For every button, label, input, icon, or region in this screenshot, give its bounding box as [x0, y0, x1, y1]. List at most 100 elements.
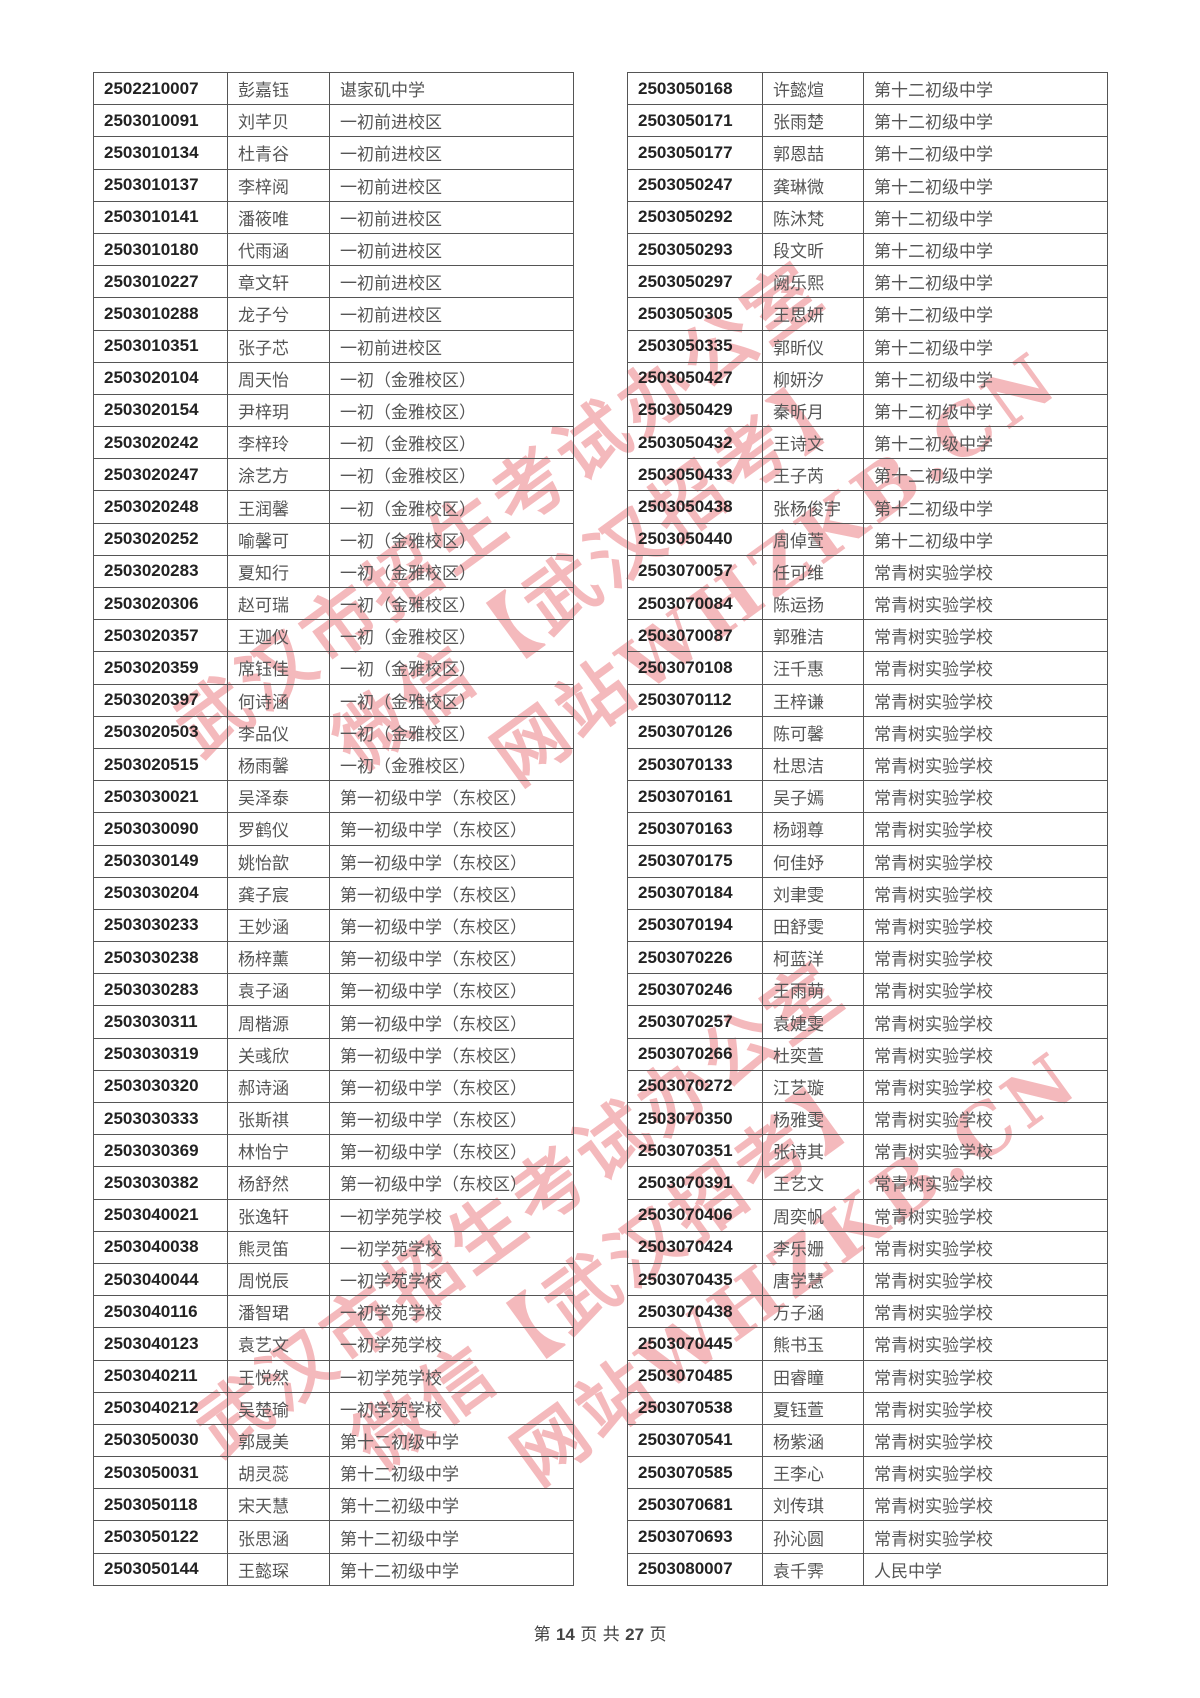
school-cell: 第一初级中学（东校区）: [329, 1166, 574, 1200]
student-name-cell: 王妙涵: [227, 908, 330, 943]
exam-number-cell: 2503030369: [93, 1134, 228, 1168]
student-name-cell: 尹梓玥: [227, 393, 330, 428]
exam-number-cell: 2503050427: [627, 361, 763, 395]
exam-number-cell: 2503050438: [627, 490, 763, 524]
student-name-cell: 张斯祺: [227, 1101, 330, 1136]
exam-number-cell: 2503030090: [93, 812, 228, 846]
student-name-cell: 孙沁圆: [762, 1520, 864, 1554]
school-cell: 一初学苑学校: [329, 1359, 574, 1393]
school-cell: 一初学苑学校: [329, 1198, 574, 1232]
school-cell: 一初前进校区: [329, 104, 574, 138]
school-cell: 一初（金雅校区）: [329, 393, 574, 428]
school-cell: 一初（金雅校区）: [329, 586, 574, 621]
student-name-cell: 龚子宸: [227, 876, 330, 910]
student-name-cell: 龚琳微: [762, 168, 864, 202]
student-name-cell: 王子芮: [762, 458, 864, 492]
exam-number-cell: 2503020154: [93, 393, 228, 428]
table-row: 2503070266 杜奕萱 常青树实验学校: [627, 1037, 1108, 1071]
exam-number-cell: 2503020242: [93, 426, 228, 460]
exam-number-cell: 2503050171: [627, 104, 763, 138]
student-name-cell: 夏钰萱: [762, 1391, 864, 1425]
exam-number-cell: 2503020104: [93, 361, 228, 395]
exam-number-cell: 2503070485: [627, 1359, 763, 1393]
exam-number-cell: 2503070257: [627, 1005, 763, 1039]
school-cell: 一初前进校区: [329, 265, 574, 299]
exam-number-cell: 2503010180: [93, 232, 228, 267]
student-name-cell: 李梓玲: [227, 426, 330, 460]
school-cell: 第十二初级中学: [863, 136, 1108, 170]
exam-number-cell: 2503070435: [627, 1262, 763, 1297]
table-row: 2503070161 吴子嫣 常青树实验学校: [627, 780, 1108, 814]
school-cell: 常青树实验学校: [863, 1101, 1108, 1136]
exam-number-cell: 2503070693: [627, 1520, 763, 1554]
school-cell: 常青树实验学校: [863, 1166, 1108, 1200]
exam-number-cell: 2503010288: [93, 297, 228, 331]
exam-number-cell: 2503050440: [627, 522, 763, 556]
exam-number-cell: 2503040021: [93, 1198, 228, 1232]
student-name-cell: 袁千霁: [762, 1552, 864, 1586]
exam-number-cell: 2503050433: [627, 458, 763, 492]
table-row: 2503010091 刘芊贝 一初前进校区: [93, 104, 574, 138]
school-cell: 第十二初级中学: [863, 104, 1108, 138]
exam-number-cell: 2503050432: [627, 426, 763, 460]
exam-number-cell: 2503050122: [93, 1520, 228, 1554]
school-cell: 第一初级中学（东校区）: [329, 1037, 574, 1071]
table-row: 2503020357 王迦仪 一初（金雅校区）: [93, 619, 574, 653]
school-cell: 常青树实验学校: [863, 1005, 1108, 1039]
student-name-cell: 李乐姗: [762, 1230, 864, 1264]
table-row: 2503020306 赵可瑞 一初（金雅校区）: [93, 586, 574, 621]
school-cell: 一初（金雅校区）: [329, 747, 574, 782]
exam-number-cell: 2503040211: [93, 1359, 228, 1393]
exam-number-cell: 2503040044: [93, 1262, 228, 1297]
table-row: 2503070351 张诗其 常青树实验学校: [627, 1134, 1108, 1168]
table-row: 2503020252 喻馨可 一初（金雅校区）: [93, 522, 574, 556]
school-cell: 第十二初级中学: [863, 168, 1108, 202]
student-name-cell: 杜思洁: [762, 747, 864, 782]
student-name-cell: 郝诗涵: [227, 1069, 330, 1104]
table-row: 2503070133 杜思洁 常青树实验学校: [627, 747, 1108, 782]
school-cell: 第十二初级中学: [863, 426, 1108, 460]
school-cell: 一初学苑学校: [329, 1327, 574, 1361]
table-row: 2503050305 王思妍 第十二初级中学: [627, 297, 1108, 331]
school-cell: 一初（金雅校区）: [329, 554, 574, 589]
student-name-cell: 郭昕仪: [762, 329, 864, 363]
school-cell: 一初学苑学校: [329, 1391, 574, 1425]
student-name-cell: 袁婕雯: [762, 1005, 864, 1039]
student-name-cell: 杨翊尊: [762, 812, 864, 846]
school-cell: 常青树实验学校: [863, 1520, 1108, 1554]
exam-number-cell: 2503070438: [627, 1295, 763, 1329]
student-name-cell: 秦昕月: [762, 393, 864, 428]
school-cell: 第一初级中学（东校区）: [329, 973, 574, 1007]
school-cell: 第一初级中学（东校区）: [329, 908, 574, 943]
student-name-cell: 刘芊贝: [227, 104, 330, 138]
exam-number-cell: 2503030021: [93, 780, 228, 814]
table-row: 2503010180 代雨涵 一初前进校区: [93, 232, 574, 267]
table-row: 2503030311 周楷源 第一初级中学（东校区）: [93, 1005, 574, 1039]
table-row: 2503040021 张逸轩 一初学苑学校: [93, 1198, 574, 1232]
exam-number-cell: 2503030204: [93, 876, 228, 910]
student-name-cell: 江艺璇: [762, 1069, 864, 1104]
school-cell: 第一初级中学（东校区）: [329, 780, 574, 814]
exam-number-cell: 2503050168: [627, 71, 763, 106]
school-cell: 一初（金雅校区）: [329, 490, 574, 524]
table-row: 2503070163 杨翊尊 常青树实验学校: [627, 812, 1108, 846]
exam-number-cell: 2503030333: [93, 1101, 228, 1136]
student-name-cell: 彭嘉钰: [227, 71, 330, 106]
table-row: 2503020283 夏知行 一初（金雅校区）: [93, 554, 574, 589]
school-cell: 常青树实验学校: [863, 812, 1108, 846]
table-row: 2503070445 熊书玉 常青树实验学校: [627, 1327, 1108, 1361]
school-cell: 一初学苑学校: [329, 1230, 574, 1264]
exam-number-cell: 2503070112: [627, 683, 763, 717]
school-cell: 常青树实验学校: [863, 876, 1108, 910]
total-pages: 27: [625, 1625, 645, 1644]
exam-number-cell: 2503080007: [627, 1552, 763, 1586]
table-row: 2503070087 郭雅洁 常青树实验学校: [627, 619, 1108, 653]
table-row: 2503020154 尹梓玥 一初（金雅校区）: [93, 393, 574, 428]
table-row: 2503050144 王懿琛 第十二初级中学: [93, 1552, 574, 1586]
student-name-cell: 陈运扬: [762, 586, 864, 621]
table-row: 2503030204 龚子宸 第一初级中学（东校区）: [93, 876, 574, 910]
exam-number-cell: 2503070133: [627, 747, 763, 782]
school-cell: 一初学苑学校: [329, 1262, 574, 1297]
exam-number-cell: 2503070246: [627, 973, 763, 1007]
student-name-cell: 龙子兮: [227, 297, 330, 331]
